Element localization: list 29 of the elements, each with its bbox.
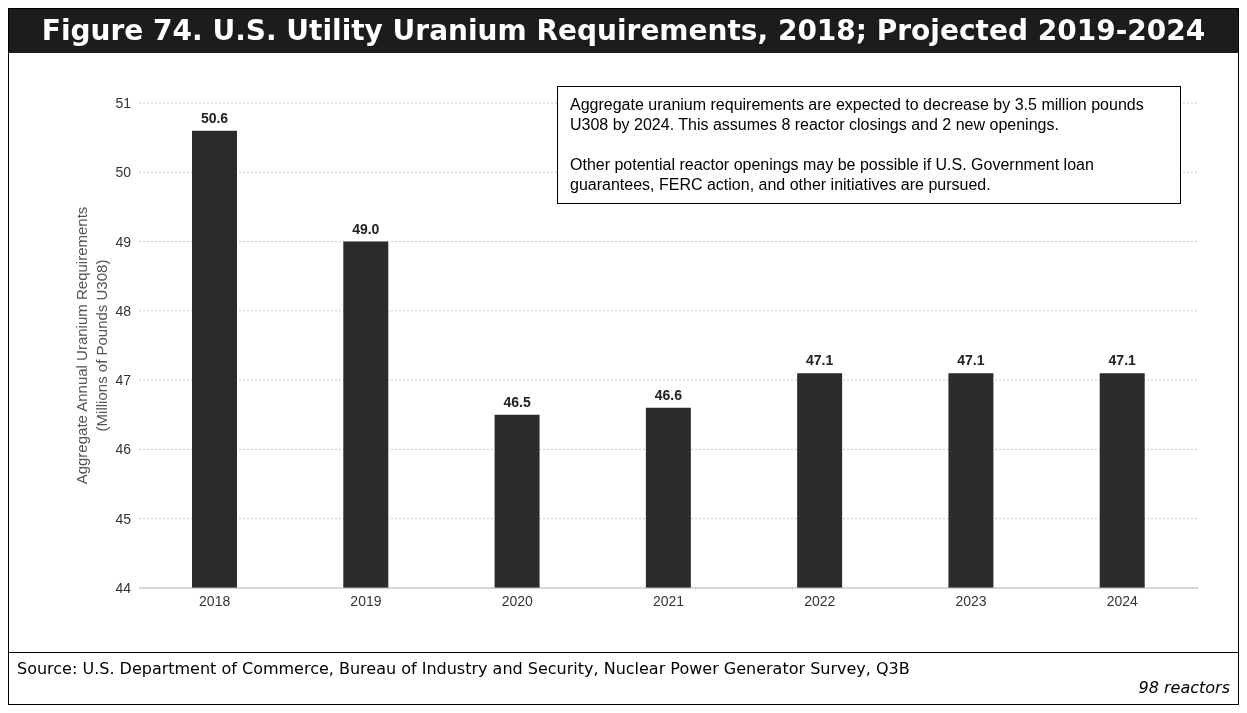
y-tick-label: 44 xyxy=(115,579,132,596)
data-label: 49.0 xyxy=(352,220,380,237)
y-tick-label: 47 xyxy=(115,372,132,389)
x-tick-label: 2024 xyxy=(1106,592,1139,609)
x-tick-label: 2018 xyxy=(199,592,231,609)
y-tick-label: 46 xyxy=(115,441,132,458)
y-tick-label: 48 xyxy=(115,302,132,319)
annotation: Aggregate uranium requirements are expected to decrease by 3.5 million pounds U308 by 2024. This assumes 8 reactor closings and 2 new openings. xyxy=(570,95,1145,135)
y-tick-label: 50 xyxy=(115,164,132,181)
x-tick-label: 2023 xyxy=(955,592,987,609)
x-tick-label: 2019 xyxy=(350,592,382,609)
data-label: 47.1 xyxy=(1108,352,1137,369)
y-axis-title: Aggregate Annual Uranium Requirements (Millions of Pounds U308) xyxy=(73,206,110,485)
data-label: 50.6 xyxy=(200,109,229,126)
data-label: 46.6 xyxy=(654,386,683,403)
x-tick-label: 2021 xyxy=(652,592,685,609)
chart-title: Figure 74. U.S. Utility Uranium Requirements, 2018; Projected 2019-2024 xyxy=(9,9,1238,53)
x-tick-label: 2020 xyxy=(501,592,533,609)
text: 98 reactors xyxy=(1137,678,1230,697)
note-box: Aggregate uranium requirements are expected to decrease by 3.5 million pounds U308 by 2024. This assumes 8 reactor closings and 2 new openings. Other potential reactor openings may be possible if U.S. Government loan guarantees, FERC action, and other initiatives are pursued. xyxy=(557,86,1181,204)
data-label: 47.1 xyxy=(806,352,834,369)
data-label: 47.1 xyxy=(957,352,985,369)
annotation: Other potential reactor openings may be possible if U.S. Government loan guarantees, FERC action, and other initiatives are pursued. xyxy=(570,155,1095,195)
y-tick-label: 51 xyxy=(115,94,132,111)
y-tick-label: 45 xyxy=(115,510,132,527)
y-tick-label: 49 xyxy=(115,233,132,250)
x-tick-label: 2022 xyxy=(804,592,836,609)
source-note: Source: U.S. Department of Commerce, Bureau of Industry and Security, Nuclear Power Generator Survey, Q3B xyxy=(17,659,911,678)
data-label: 46.5 xyxy=(503,393,531,410)
